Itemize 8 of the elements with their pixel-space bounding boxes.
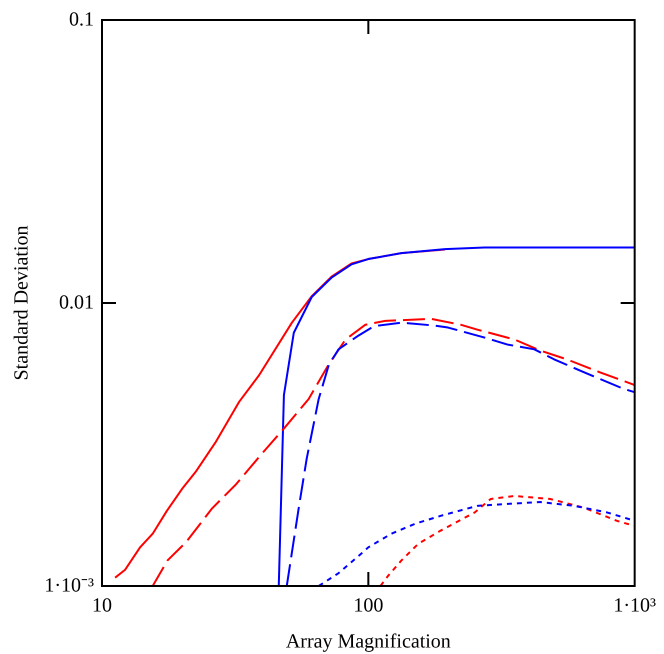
x-tick-label: 100 bbox=[353, 594, 384, 616]
y-tick-label: 1·10⁻³ bbox=[44, 574, 94, 596]
y-axis-title: Standard Deviation bbox=[10, 226, 32, 380]
x-tick-label: 10 bbox=[92, 594, 112, 616]
x-tick-label: 1·10³ bbox=[613, 594, 656, 616]
x-axis-title: Array Magnification bbox=[286, 630, 451, 652]
y-tick-label: 0.1 bbox=[69, 8, 94, 30]
y-tick-label: 0.01 bbox=[59, 291, 94, 314]
